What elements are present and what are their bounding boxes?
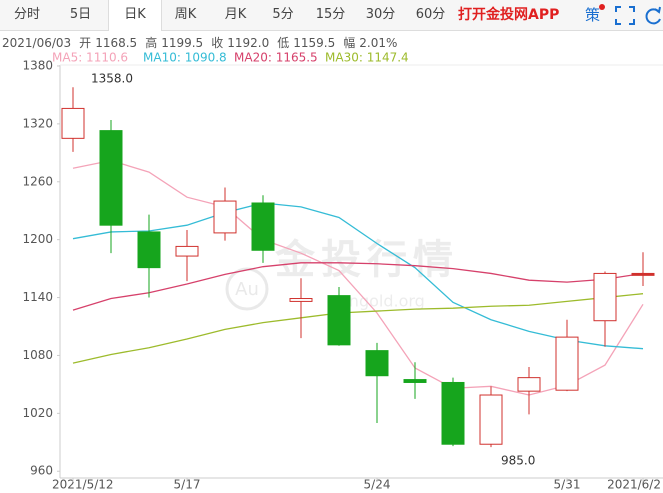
ma-line xyxy=(72,202,644,350)
candle-body xyxy=(327,295,351,346)
tab[interactable]: 30分 xyxy=(365,7,396,22)
info-label: 低 xyxy=(277,36,289,50)
info-value: 1199.5 xyxy=(161,36,203,50)
candle-body xyxy=(555,336,579,391)
info-value: 1168.5 xyxy=(95,36,137,50)
candle-body xyxy=(517,377,541,392)
info-line: 2021/06/03 开 1168.5 高 1199.5 收 1192.0 低 1159.5 幅 2… xyxy=(2,35,397,50)
info-label: 幅 xyxy=(343,35,355,50)
tab[interactable]: 日K xyxy=(108,0,162,31)
info-label: 高 xyxy=(145,35,157,50)
x-tick-label: 2021/6/2 xyxy=(607,478,661,492)
legend-entry: MA20: 1165.5 xyxy=(234,51,318,65)
app-link[interactable]: 打开金投网APP xyxy=(458,7,560,23)
legend-entry: MA30: 1147.4 xyxy=(325,51,409,65)
y-tick-label: 1380 xyxy=(22,58,53,72)
tab[interactable]: 月K xyxy=(224,7,247,22)
strategy-button[interactable]: 策 xyxy=(585,6,601,24)
x-tick-label: 5/24 xyxy=(364,478,391,492)
candle-body xyxy=(137,231,161,269)
tab[interactable]: 5分 xyxy=(272,7,294,22)
ma-line xyxy=(72,159,644,396)
y-tick-label: 1200 xyxy=(22,232,53,246)
ma-line xyxy=(72,293,644,364)
x-tick-label: 5/31 xyxy=(554,478,581,492)
tab[interactable]: 周K xyxy=(174,7,197,22)
info-label: 收 xyxy=(211,36,223,50)
x-tick-label: 2021/5/12 xyxy=(52,478,114,492)
low-annotation: 985.0 xyxy=(501,454,535,468)
y-tick-label: 1140 xyxy=(22,290,53,304)
info-label: 开 xyxy=(79,36,91,50)
candle-body xyxy=(365,350,389,377)
x-tick-label: 5/17 xyxy=(174,478,201,492)
info-value: 1159.5 xyxy=(293,36,335,50)
candle-body xyxy=(593,272,617,322)
info-value: 2.01% xyxy=(359,36,397,50)
candle-body xyxy=(175,245,199,257)
y-tick-label: 1320 xyxy=(22,116,53,130)
y-tick-label: 1260 xyxy=(22,174,53,188)
tab-bar: 分时 5日 日K 周K 月K 5分 15分 30分 60分 xyxy=(0,0,663,31)
y-tick-label: 960 xyxy=(30,464,53,478)
tab[interactable]: 分时 xyxy=(13,7,40,22)
refresh-icon[interactable] xyxy=(645,6,661,25)
candle-body xyxy=(479,394,503,445)
high-annotation: 1358.0 xyxy=(91,72,133,86)
toolbar-icons xyxy=(599,4,661,25)
fullscreen-icon[interactable] xyxy=(615,6,635,25)
candle-body xyxy=(61,107,85,139)
badge-dot xyxy=(599,4,605,10)
tab[interactable]: 5日 xyxy=(69,7,92,22)
watermark-logo-text: Au xyxy=(235,279,259,300)
candle-body xyxy=(289,298,313,302)
y-tick-label: 1020 xyxy=(22,406,53,420)
chart: 2021/06/03 开 1168.5 高 1199.5 收 1192.0 低 1159.5 幅 2… xyxy=(2,35,663,492)
y-tick-label: 1080 xyxy=(22,348,53,362)
info-value: 1192.0 xyxy=(227,36,269,50)
watermark-title: 金投行情 xyxy=(274,237,459,283)
candle-body xyxy=(251,202,275,251)
tab[interactable]: 15分 xyxy=(315,7,346,22)
candle-body xyxy=(213,200,237,234)
candle-body xyxy=(631,272,655,276)
watermark-logo xyxy=(225,267,269,311)
legend-entry: MA5: 1110.6 xyxy=(52,51,128,65)
watermark-site: cngold.org xyxy=(340,292,425,311)
candle-body xyxy=(403,379,427,383)
candle-body xyxy=(99,130,123,226)
tab[interactable]: 60分 xyxy=(415,7,446,22)
ma-line xyxy=(72,262,644,311)
candle-body xyxy=(441,381,465,445)
legend-entry: MA10: 1090.8 xyxy=(143,51,227,65)
info-date: 2021/06/03 xyxy=(2,36,71,50)
